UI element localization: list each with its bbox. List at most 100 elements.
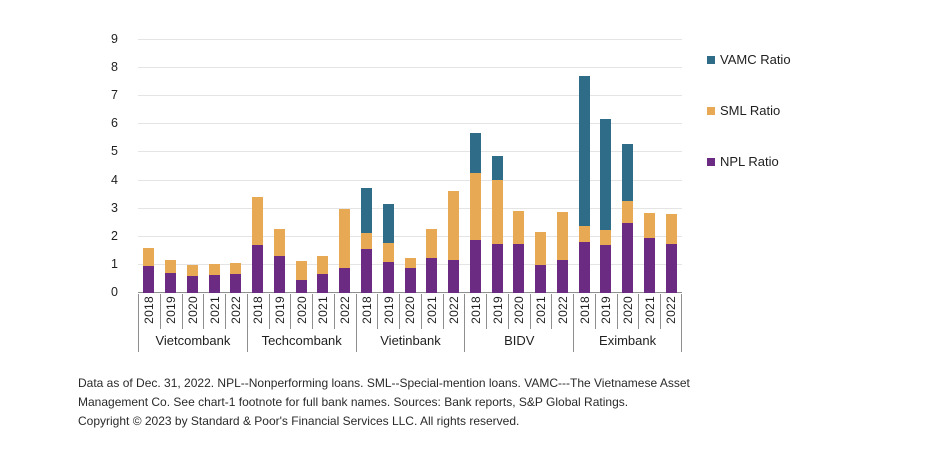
footnote-line-3: Copyright © 2023 by Standard & Poor's Fi… xyxy=(78,414,520,428)
bank-label: Vietcombank xyxy=(138,329,247,352)
legend-swatch xyxy=(707,55,715,64)
bar-segment xyxy=(360,249,372,293)
bar-segment xyxy=(143,248,155,267)
year-label: 2022 xyxy=(447,296,461,324)
year-label-cell: 2018 xyxy=(464,294,486,329)
bar-segment xyxy=(426,257,438,293)
bar-segment xyxy=(404,258,416,268)
bar-segment xyxy=(578,241,590,293)
bank-label: BIDV xyxy=(464,329,573,352)
legend-label: SML Ratio xyxy=(720,103,781,118)
year-label: 2019 xyxy=(164,296,179,324)
footnote: Data as of Dec. 31, 2022. NPL--Nonperfor… xyxy=(78,374,718,431)
year-label-cell: 2022 xyxy=(333,294,356,329)
bar-segment xyxy=(643,212,655,239)
bar-segment xyxy=(535,264,547,293)
footnote-line-1: Data as of Dec. 31, 2022. NPL--Nonperfor… xyxy=(78,376,690,390)
bar-segment xyxy=(252,245,264,293)
year-label: 2021 xyxy=(642,296,657,324)
bar-segment xyxy=(208,263,220,276)
bar-segment xyxy=(578,76,590,227)
bank-label: Vietinbank xyxy=(355,329,465,352)
bar-segment xyxy=(513,210,525,244)
year-label-cell: 2019 xyxy=(268,294,291,329)
bar-segment xyxy=(339,208,351,269)
legend: VAMC Ratio SML Ratio NPL Ratio xyxy=(707,52,857,182)
legend-label: NPL Ratio xyxy=(720,154,779,169)
year-label: 2019 xyxy=(381,296,396,324)
bar-segment xyxy=(252,197,264,246)
footnote-line-2: Management Co. See chart-1 footnote for … xyxy=(78,395,629,409)
plot-area xyxy=(138,39,682,293)
year-label: 2019 xyxy=(272,296,287,324)
bar-segment xyxy=(426,228,438,258)
bar-segment xyxy=(491,155,503,180)
bar-segment xyxy=(186,276,198,293)
bar-segment xyxy=(469,172,481,240)
year-label-cell: 2020 xyxy=(616,294,639,329)
bank-label: Eximbank xyxy=(573,329,682,352)
year-label-cell: 2019 xyxy=(594,294,617,329)
bar-segment xyxy=(186,265,198,277)
year-label-cell: 2018 xyxy=(355,294,378,329)
y-axis-tick-label: 0 xyxy=(111,285,118,299)
year-label: 2022 xyxy=(664,296,679,324)
year-label-cell: 2020 xyxy=(507,294,530,329)
legend-label: VAMC Ratio xyxy=(720,52,791,67)
year-label-cell: 2021 xyxy=(420,294,443,329)
bar-segment xyxy=(578,226,590,242)
bar-segment xyxy=(643,238,655,293)
year-label-cell: 2021 xyxy=(312,294,334,329)
year-label: 2021 xyxy=(534,296,549,324)
year-label-cell: 2022 xyxy=(660,294,682,329)
year-label-cell: 2020 xyxy=(290,294,312,329)
y-axis-tick-label: 4 xyxy=(111,172,118,187)
x-axis-bank-labels: Vietcombank Techcombank Vietinbank BIDV Exim… xyxy=(138,329,682,352)
year-label: 2018 xyxy=(359,296,374,324)
bar-segment xyxy=(622,223,634,293)
bar-segment xyxy=(339,268,351,293)
bar-segment xyxy=(469,239,481,293)
bar-segment xyxy=(600,230,612,246)
bar-segment xyxy=(165,272,177,293)
bar-segment xyxy=(404,267,416,293)
year-label: 2020 xyxy=(185,296,200,324)
bar-segment xyxy=(491,180,503,245)
gridline xyxy=(138,235,682,237)
bar-segment xyxy=(143,266,155,293)
legend-item: SML Ratio xyxy=(707,103,780,118)
bar-segment xyxy=(469,132,481,173)
gridline xyxy=(138,67,682,69)
x-axis-year-labels: 2018 2019 2020 2021 2022 2018 2019 2020 2021 2022… xyxy=(138,294,682,329)
legend-item: NPL Ratio xyxy=(707,154,779,169)
bar-segment xyxy=(165,260,177,273)
year-label-cell: 2021 xyxy=(638,294,660,329)
bar-segment xyxy=(273,228,285,257)
year-label: 2020 xyxy=(294,296,309,324)
y-axis-tick-label: 5 xyxy=(111,144,118,159)
year-label-cell: 2019 xyxy=(377,294,399,329)
gridline xyxy=(138,207,682,209)
year-label: 2018 xyxy=(251,296,266,324)
legend-swatch xyxy=(707,157,715,166)
gridline xyxy=(138,39,682,40)
year-label-cell: 2022 xyxy=(442,294,465,329)
bar-segment xyxy=(230,262,242,274)
year-label-cell: 2018 xyxy=(246,294,269,329)
bar-segment xyxy=(600,245,612,293)
bar-segment xyxy=(295,261,307,281)
bar-segment xyxy=(665,213,677,244)
year-label: 2020 xyxy=(621,296,636,324)
y-axis-tick-label: 2 xyxy=(111,228,118,243)
gridline xyxy=(138,151,682,153)
bar-segment xyxy=(273,256,285,293)
year-label: 2018 xyxy=(142,296,157,324)
bar-segment xyxy=(230,273,242,293)
bar-segment xyxy=(448,191,460,261)
bar-segment xyxy=(556,260,568,293)
year-label: 2019 xyxy=(599,296,614,324)
year-label: 2022 xyxy=(338,296,353,324)
year-label: 2018 xyxy=(577,296,592,324)
y-axis-tick-label: 3 xyxy=(111,200,118,215)
